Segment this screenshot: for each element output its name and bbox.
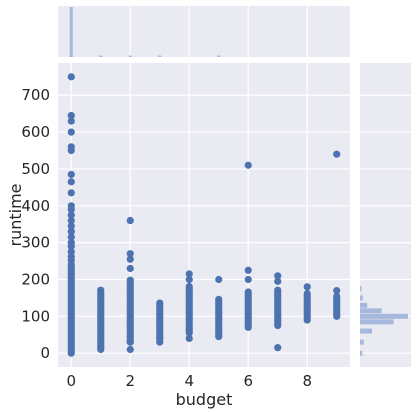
scatter-point [215,295,223,303]
scatter-point [303,283,311,291]
scatter-point [67,222,75,230]
scatter-point [67,189,75,197]
budget-hist-bar [128,55,132,57]
scatter-point [67,73,75,81]
y-tick-labels: 0 100 200 300 400 500 600 700 [21,86,50,362]
x-tick-label: 2 [125,372,135,390]
scatter-point [97,286,105,294]
runtime-hist-bar [360,319,394,325]
runtime-hist-bar [360,339,364,345]
scatter-point [126,345,134,354]
y-tick-label: 500 [21,160,50,178]
scatter-point [156,299,164,307]
scatter-point [244,266,252,274]
scatter-point [215,333,223,341]
budget-hist-bar [99,55,103,57]
scatter-point [67,248,75,256]
x-tick-label: 6 [243,372,253,390]
runtime-hist-bar [360,313,408,319]
runtime-hist-bar [360,328,372,334]
right-marginal-histogram [360,286,408,356]
scatter-point [185,275,193,284]
scatter-point [185,334,193,343]
scatter-point [67,233,75,241]
scatter-point [274,277,282,285]
runtime-hist-bar [360,295,363,301]
top-marginal-histogram [69,7,221,57]
y-tick-label: 400 [21,197,50,215]
budget-hist-bar [158,55,162,57]
runtime-hist-bar [360,302,368,308]
scatter-point [67,143,75,151]
y-tick-label: 700 [21,86,50,104]
x-tick-label: 0 [66,372,76,390]
y-tick-label: 100 [21,307,50,325]
scatter-point [333,150,341,158]
scatter-point [185,282,193,291]
scatter-point [67,178,75,186]
budget-hist-bar [69,7,73,57]
scatter-point [244,288,252,296]
y-tick-label: 600 [21,123,50,141]
runtime-hist-bar [360,286,362,292]
scatter-point [274,286,282,294]
budget-hist-bar [217,55,221,57]
scatter-point [67,170,75,179]
scatter-point [126,250,134,258]
scatter-point [126,255,134,263]
scatter-point [126,338,134,346]
y-tick-label: 200 [21,270,50,288]
scatter-point [274,344,282,352]
runtime-hist-bar [360,308,382,314]
x-tick-labels: 0 2 4 6 8 [66,372,312,390]
scatter-point [126,264,134,273]
scatter-point [244,161,252,169]
scatter-point [67,202,75,210]
scatter-point [67,216,75,225]
scatter-point [185,270,193,278]
y-tick-label: 0 [40,344,50,362]
x-tick-label: 8 [302,372,312,390]
scatter-point [126,276,134,284]
scatter-point [97,345,105,354]
scatter-points [67,73,341,357]
scatter-point [274,272,282,280]
y-axis-label: runtime [6,183,25,246]
y-tick-label: 300 [21,234,50,252]
top-marginal-bg [58,6,350,57]
scatter-point [333,286,341,295]
scatter-point [244,275,252,284]
scatter-point [303,289,311,298]
scatter-point [126,216,134,225]
scatter-point [67,117,75,125]
scatter-point [67,128,75,136]
x-tick-label: 4 [184,372,194,390]
scatter-point [67,111,75,120]
scatter-point [67,227,75,236]
scatter-point [333,292,341,301]
x-axis-label: budget [176,390,233,409]
scatter-point [215,275,223,284]
scatter-point [156,334,164,343]
runtime-hist-bar [360,350,363,356]
scatter-point [67,211,75,219]
scatter-point [67,239,75,247]
